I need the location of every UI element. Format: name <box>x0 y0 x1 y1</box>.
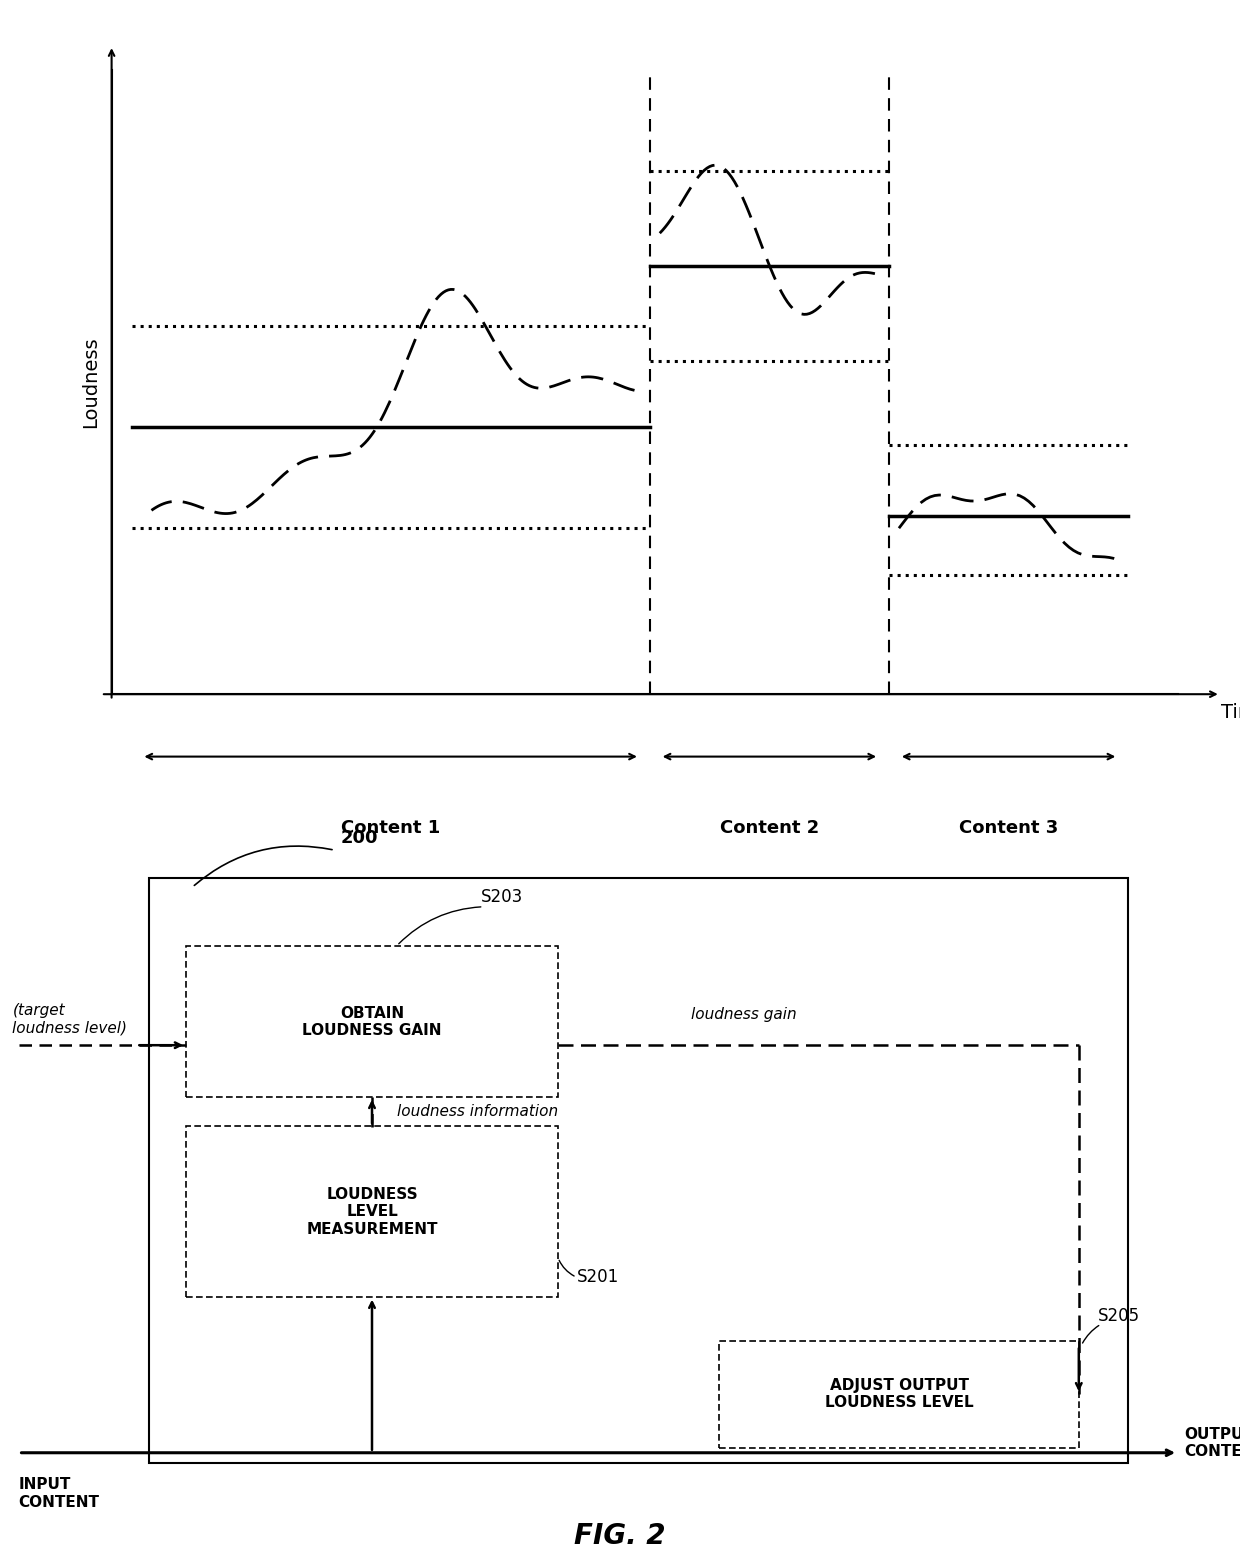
Text: ADJUST OUTPUT
LOUDNESS LEVEL: ADJUST OUTPUT LOUDNESS LEVEL <box>825 1377 973 1410</box>
Bar <box>186 945 558 1097</box>
Text: OUTPUT
CONTENT: OUTPUT CONTENT <box>1184 1427 1240 1459</box>
Text: loudness information: loudness information <box>397 1104 558 1119</box>
Bar <box>149 877 1128 1463</box>
Text: (target
loudness level): (target loudness level) <box>12 1003 128 1036</box>
Text: FIG. 1: FIG. 1 <box>599 1117 691 1145</box>
Legend: Average Loudness, Short-term Loudness, Loudness Dynamic Range: Average Loudness, Short-term Loudness, L… <box>474 897 816 997</box>
Y-axis label: Loudness: Loudness <box>82 337 100 427</box>
Bar <box>719 1340 1079 1448</box>
Text: FIG. 2: FIG. 2 <box>574 1521 666 1549</box>
Text: 200: 200 <box>341 830 378 847</box>
Text: S203: S203 <box>481 888 523 906</box>
Text: Content 1: Content 1 <box>341 819 440 838</box>
Text: Content 3: Content 3 <box>959 819 1058 838</box>
Text: LOUDNESS
LEVEL
MEASUREMENT: LOUDNESS LEVEL MEASUREMENT <box>306 1187 438 1237</box>
Text: Content 2: Content 2 <box>719 819 818 838</box>
Text: OBTAIN
LOUDNESS GAIN: OBTAIN LOUDNESS GAIN <box>303 1006 441 1037</box>
Text: S205: S205 <box>1097 1307 1140 1324</box>
Text: INPUT
CONTENT: INPUT CONTENT <box>19 1477 99 1510</box>
Text: loudness gain: loudness gain <box>691 1006 797 1022</box>
Bar <box>186 1126 558 1296</box>
Text: Time: Time <box>1220 704 1240 722</box>
Text: S201: S201 <box>577 1268 619 1285</box>
